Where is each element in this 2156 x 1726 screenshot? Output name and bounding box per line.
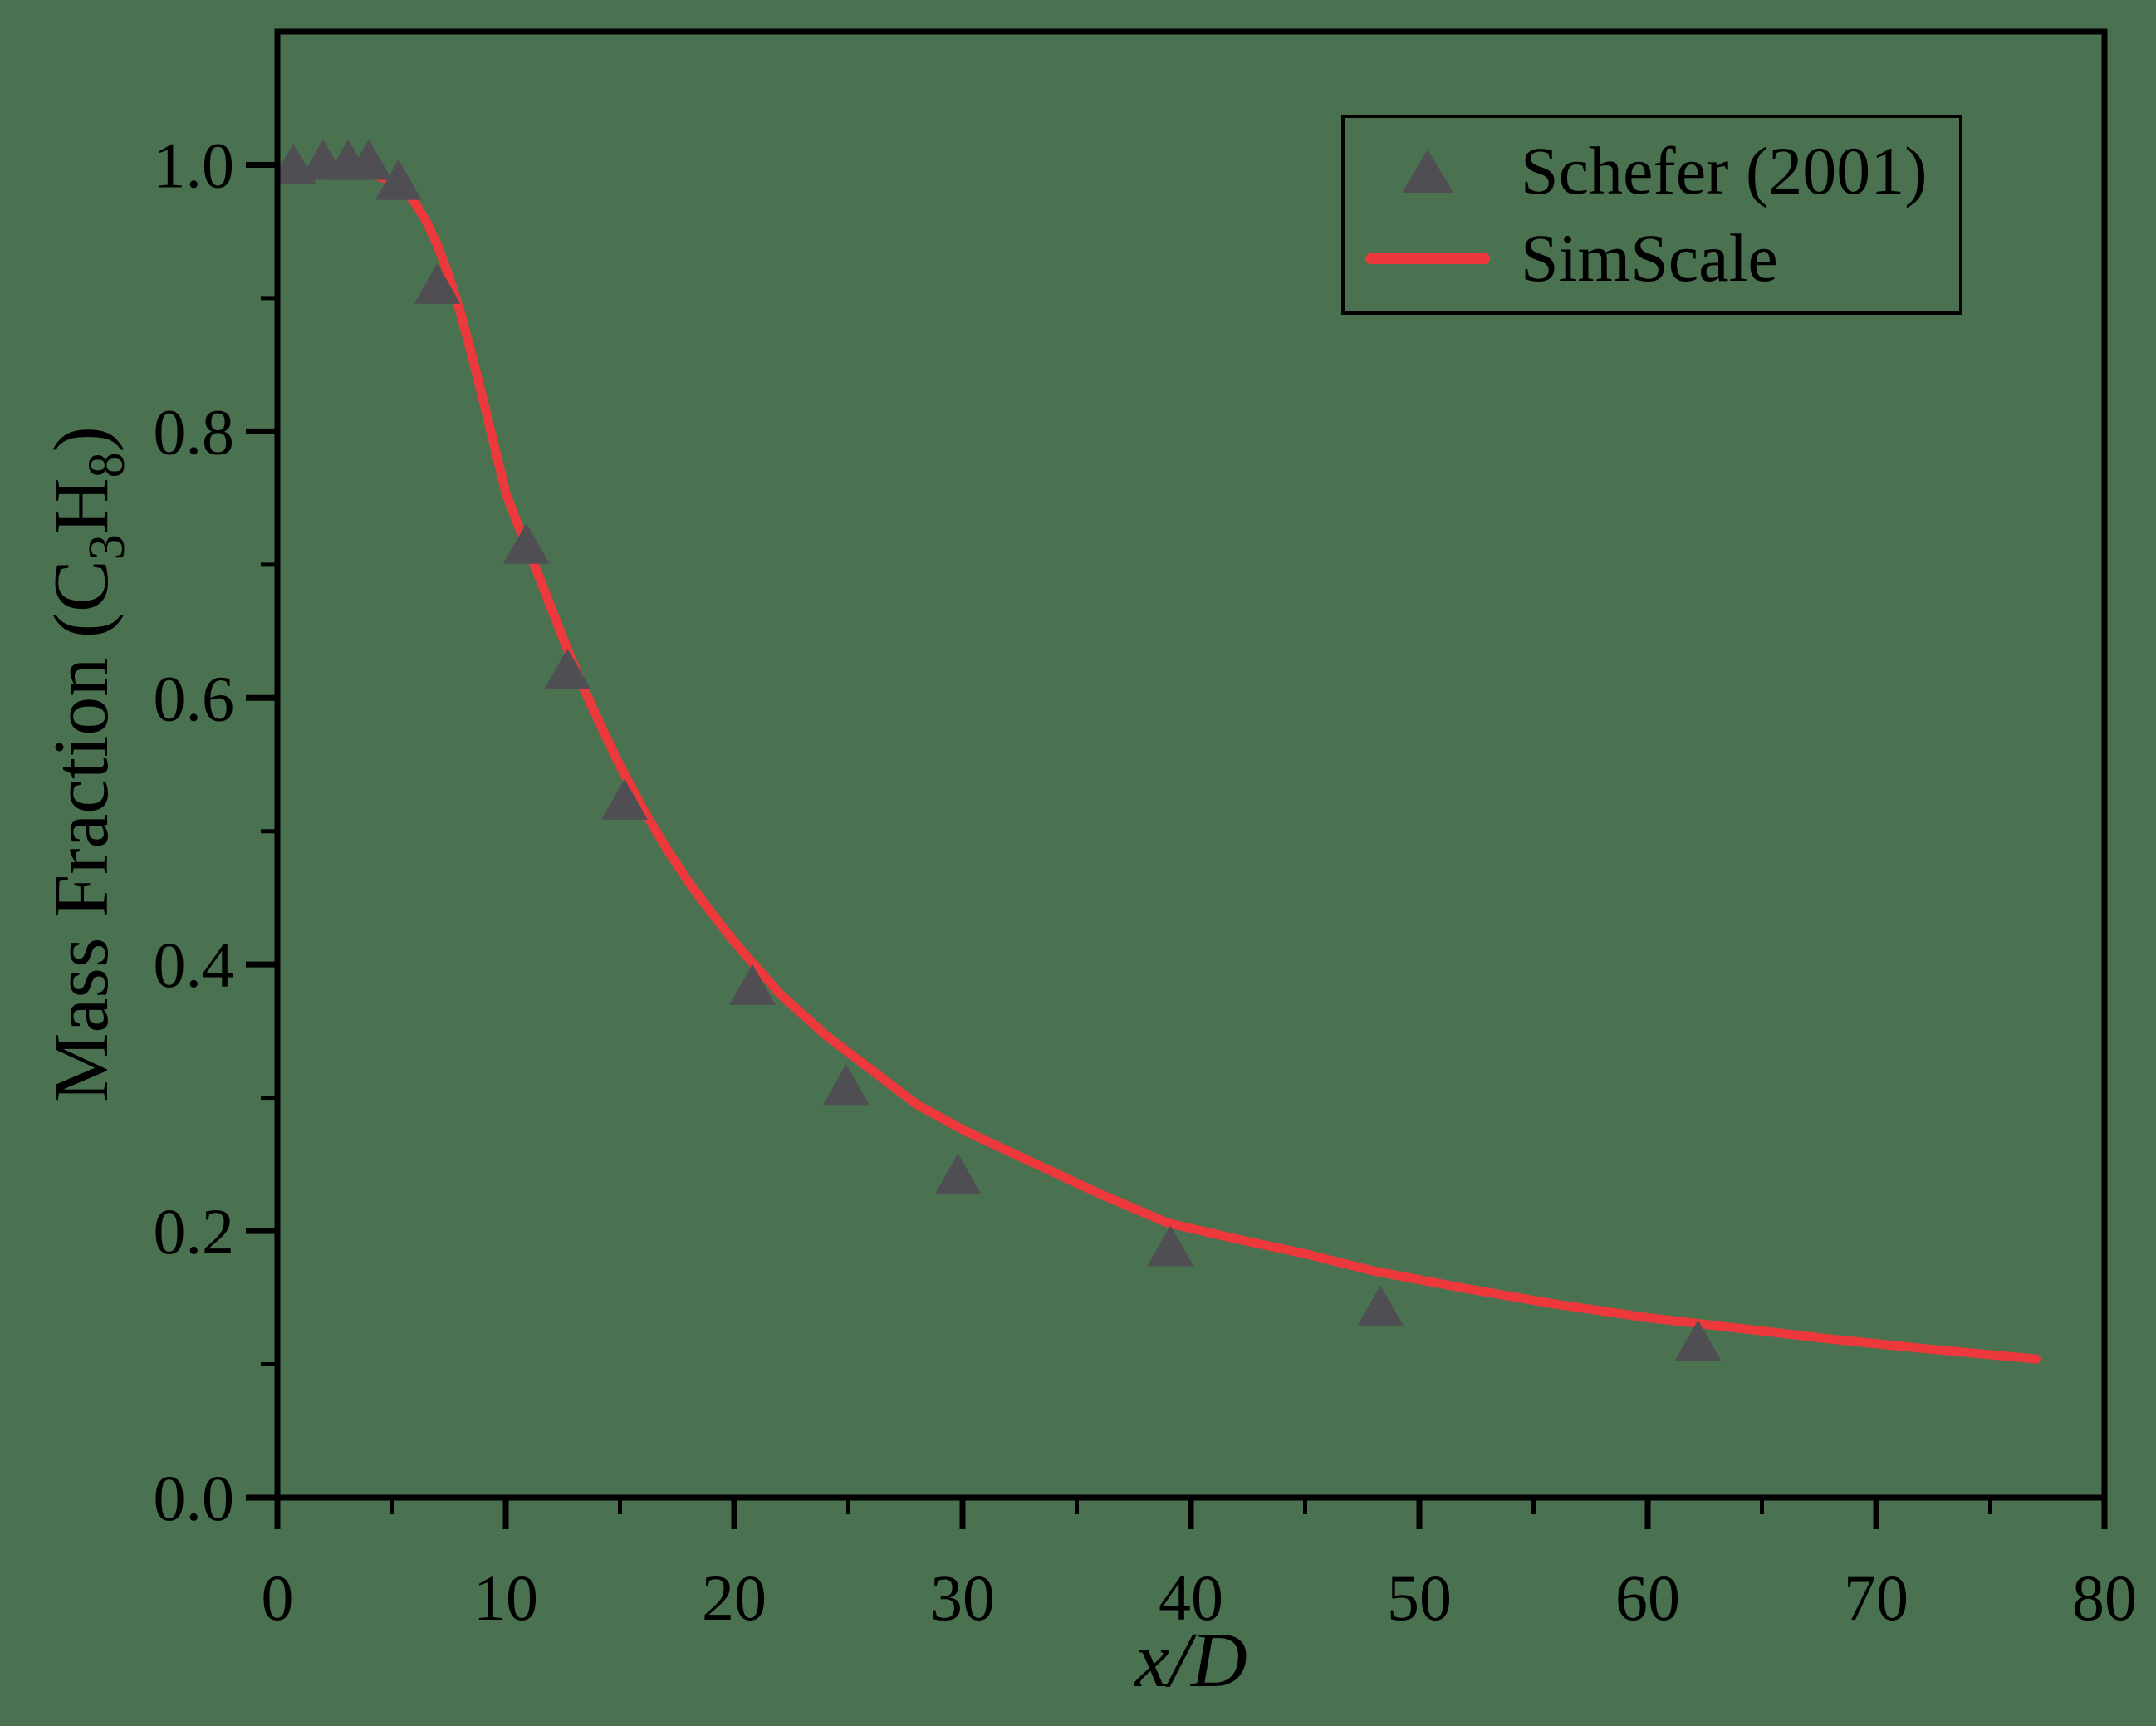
x-axis-title: x/D xyxy=(1134,1617,1247,1704)
plot-series xyxy=(277,139,2041,1364)
line-sample-icon xyxy=(1365,253,1490,264)
x-tick-label: 20 xyxy=(702,1562,767,1634)
x-tick-label: 40 xyxy=(1159,1562,1223,1634)
y-tick-label: 0.0 xyxy=(154,1462,235,1534)
triangle-marker xyxy=(934,1153,982,1194)
x-tick-label: 50 xyxy=(1387,1562,1452,1634)
simscale-line xyxy=(277,167,2041,1364)
legend-label-schefer: Schefer (2001) xyxy=(1521,133,1928,208)
triangle-marker xyxy=(601,778,648,820)
triangle-marker xyxy=(375,159,422,200)
x-tick-label: 0 xyxy=(262,1562,294,1634)
tick-labels: 0 10 20 30 40 50 60 70 80 0.0 0.2 0.4 0.6 0.8 1.0 xyxy=(154,129,2138,1634)
triangle-marker xyxy=(502,522,550,564)
legend-sample-area xyxy=(1365,253,1491,264)
x-tick-label: 10 xyxy=(473,1562,538,1634)
y-axis-title-text: ) xyxy=(38,426,125,453)
legend-label-simscale: SimScale xyxy=(1521,220,1778,296)
y-tick-label: 0.6 xyxy=(154,662,235,734)
legend-entry-schefer: Schefer (2001) xyxy=(1365,137,1959,205)
y-tick-label: 0.8 xyxy=(154,395,235,468)
triangle-marker xyxy=(1357,1285,1404,1326)
y-tick-label: 0.4 xyxy=(154,929,235,1001)
x-tick-label: 80 xyxy=(2072,1562,2137,1634)
y-axis-title-sub8: 8 xyxy=(78,452,135,478)
triangle-marker xyxy=(1674,1320,1722,1361)
y-axis-title-text: H xyxy=(38,478,125,535)
triangle-marker xyxy=(729,964,776,1005)
y-axis-title: Mass Fraction (C3H8) xyxy=(38,426,135,1102)
triangle-marker xyxy=(414,262,461,304)
x-tick-label: 30 xyxy=(930,1562,995,1634)
triangle-marker xyxy=(544,648,591,689)
y-axis-title-sub3: 3 xyxy=(78,534,135,561)
x-tick-label: 60 xyxy=(1615,1562,1680,1634)
triangle-marker xyxy=(345,139,392,180)
axis-ticks xyxy=(246,161,2108,1529)
y-axis-title-text: Mass Fraction (C xyxy=(38,560,125,1102)
triangle-marker-icon xyxy=(1402,150,1453,193)
y-tick-label: 0.2 xyxy=(154,1195,235,1268)
triangle-marker xyxy=(1147,1225,1194,1267)
legend: Schefer (2001) SimScale xyxy=(1341,115,1962,315)
triangle-marker xyxy=(822,1064,870,1106)
schefer-markers xyxy=(277,139,1722,1361)
y-tick-label: 1.0 xyxy=(154,129,235,201)
x-tick-label: 70 xyxy=(1844,1562,1909,1634)
legend-entry-simscale: SimScale xyxy=(1365,224,1959,292)
legend-sample-area xyxy=(1365,150,1491,193)
